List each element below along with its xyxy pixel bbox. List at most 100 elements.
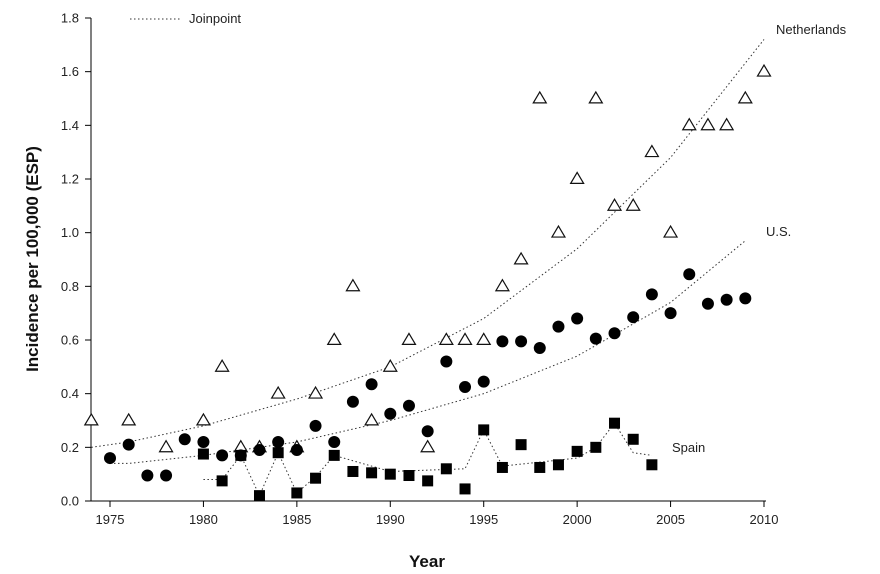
y-tick-label: 1.6 [61,64,79,79]
spain-point [590,441,602,453]
us-point [309,419,322,432]
legend: Joinpoint [130,11,241,26]
us-point [365,378,378,391]
spain-point [609,417,621,429]
netherlands-point [326,332,342,345]
netherlands-point [532,90,548,104]
data-markers [83,63,772,502]
us-point [290,444,303,457]
spain-point [440,463,452,475]
spain-point [384,468,396,480]
spain-point [291,487,303,499]
netherlands-point [158,439,174,453]
netherlands-point [756,63,772,77]
us-point [440,355,453,368]
netherlands-point [438,332,454,345]
y-tick-label: 0.0 [61,494,79,509]
y-ticks: 0.0 0.2 0.4 0.6 0.8 1.0 1.2 1.4 1.6 1.8 [61,11,91,509]
x-tick-label: 1990 [376,512,405,527]
netherlands-point [663,224,679,238]
us-point [627,311,640,324]
netherlands-point [550,224,567,238]
spain-point [253,490,265,502]
joinpoint-line-netherlands [91,39,765,448]
netherlands-point [270,385,286,399]
us-point [459,380,472,393]
us-point [701,297,714,310]
us-point [515,335,528,348]
us-point [160,469,173,482]
netherlands-point [588,90,604,104]
y-axis-title: Incidence per 100,000 (ESP) [23,146,42,372]
us-point [272,435,285,448]
netherlands-point [737,90,753,104]
netherlands-point [83,412,99,426]
x-tick-label: 1995 [469,512,498,527]
joinpoint-line-us [110,240,746,464]
spain-point [571,445,583,457]
x-tick-label: 2000 [563,512,592,527]
x-tick-label: 2005 [656,512,685,527]
annotation-us: U.S. [766,224,791,239]
netherlands-point [494,278,510,292]
netherlands-point [307,385,324,399]
netherlands-point [606,198,623,211]
spain-point [496,461,508,473]
netherlands-point [420,439,436,453]
us-point [384,407,397,420]
netherlands-point [457,332,473,345]
us-point [122,438,135,451]
us-point [197,435,210,448]
spain-point [347,465,359,477]
spain-point [197,448,209,460]
us-point [104,452,116,465]
spain-point [366,467,378,479]
us-point [253,444,266,457]
x-tick-label: 1975 [96,512,125,527]
spain-point [646,459,658,471]
spain-point [328,449,340,461]
us-point [571,312,584,325]
y-tick-label: 0.8 [61,279,79,294]
netherlands-point [569,171,585,184]
netherlands-point [719,117,735,131]
x-tick-label: 1980 [189,512,218,527]
y-tick-label: 0.6 [61,333,79,348]
netherlands-point [345,278,361,292]
netherlands-point [681,117,697,131]
us-point [216,449,229,462]
us-point [645,288,658,301]
spain-point [235,449,247,461]
spain-point [627,433,639,445]
y-tick-label: 1.8 [61,11,79,26]
annotation-netherlands: Netherlands [776,22,847,37]
x-tick-label: 2010 [750,512,779,527]
netherlands-point [195,412,211,426]
spain-point [459,483,471,495]
y-tick-label: 0.2 [61,440,79,455]
spain-point [478,424,490,436]
us-point [552,320,565,333]
legend-label: Joinpoint [189,11,241,26]
annotation-spain: Spain [672,440,705,455]
x-tick-label: 1985 [282,512,311,527]
y-tick-label: 0.4 [61,386,79,401]
us-point [346,395,359,408]
spain-point [422,475,434,487]
us-point [402,399,415,412]
netherlands-point [476,332,492,345]
netherlands-point [513,251,529,265]
us-point [589,332,602,345]
us-point [477,375,490,388]
us-point [328,435,341,448]
netherlands-point [214,359,230,372]
x-ticks: 1975 1980 1985 1990 1995 2000 2005 2010 [96,501,779,527]
spain-point [216,475,228,487]
netherlands-point [121,412,137,426]
netherlands-point [625,198,641,211]
spain-point [403,470,415,482]
us-point [739,292,752,305]
us-point [720,293,733,306]
netherlands-point [401,332,417,345]
